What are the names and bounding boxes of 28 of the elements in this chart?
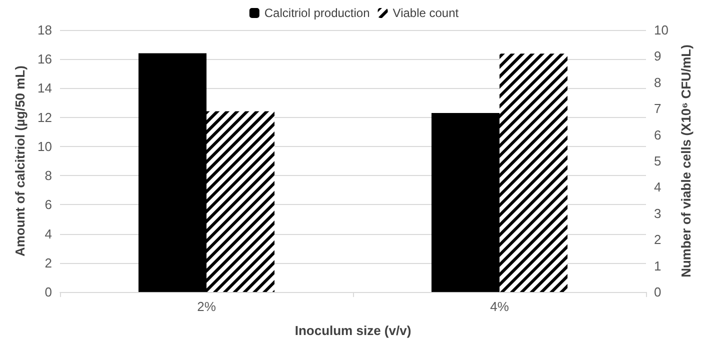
y2-tick-label: 9	[654, 48, 662, 64]
y2-axis-title: Number of viable cells (X10⁶ CFU/mL)	[678, 44, 694, 278]
y-tick-label: 18	[38, 22, 52, 38]
y-tick-label: 2	[44, 255, 52, 270]
x-axis-title: Inoculum size (v/v)	[294, 323, 412, 338]
y-tick-label: 16	[38, 52, 52, 67]
y2-tick-label: 7	[654, 101, 662, 116]
y-tick-label: 12	[38, 110, 52, 125]
y2-tick-label: 3	[654, 206, 662, 221]
y-axis-title: Amount of calcitriol (µg/50 mL)	[12, 66, 28, 256]
x-tick-label: 2%	[197, 299, 216, 314]
legend-label: Viable count	[392, 6, 460, 20]
y-tick-label: 4	[44, 226, 52, 242]
y2-tick-label: 10	[654, 22, 668, 38]
y2-tick-label: 2	[654, 232, 662, 248]
y-tick-label: 14	[38, 80, 52, 96]
y-tick-label: 8	[44, 168, 52, 184]
y2-tick-label: 5	[654, 154, 662, 168]
y2-tick-label: 0	[654, 284, 662, 300]
y-tick-label: 0	[44, 284, 52, 300]
legend-label: Calcitriol production	[264, 6, 370, 20]
y2-tick-label: 8	[654, 74, 662, 90]
y2-tick-label: 1	[654, 258, 662, 274]
y-tick-label: 6	[44, 197, 52, 212]
x-tick-label: 4%	[490, 299, 510, 314]
y-tick-label: 10	[38, 138, 52, 154]
y2-tick-label: 4	[654, 180, 662, 195]
y2-tick-label: 6	[654, 127, 662, 142]
